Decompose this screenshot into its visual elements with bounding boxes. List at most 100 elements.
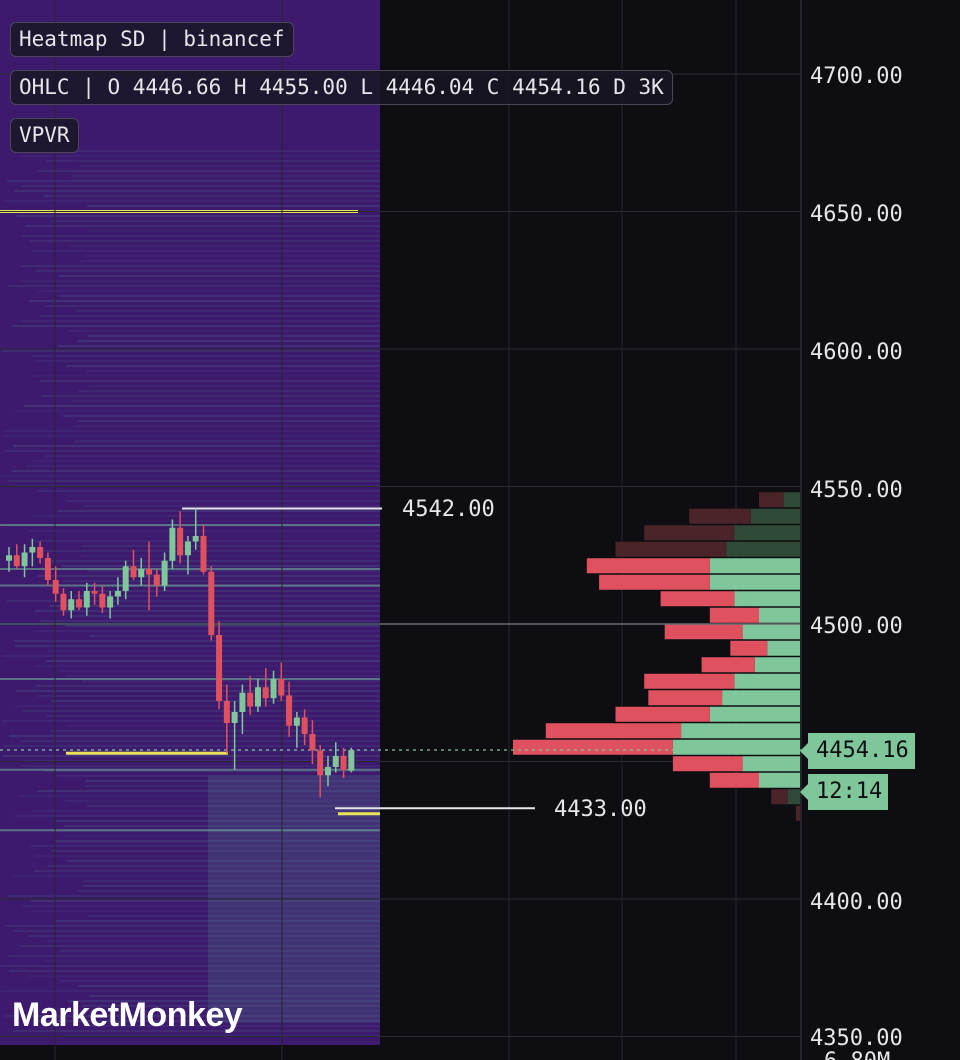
profile-buy-bar xyxy=(754,657,800,673)
liquidity-streak xyxy=(88,230,381,232)
liquidity-streak xyxy=(45,715,381,717)
liquidity-streak xyxy=(29,300,381,302)
profile-buy-bar xyxy=(783,492,800,508)
liquidity-streak xyxy=(12,1030,380,1032)
level-label-low: 4433.00 xyxy=(554,797,647,822)
liquidity-streak xyxy=(37,790,380,792)
liquidity-streak xyxy=(8,285,380,287)
liquidity-streak xyxy=(66,500,380,502)
liquidity-streak xyxy=(70,615,381,617)
liquidity-streak xyxy=(81,545,381,547)
liquidity-streak xyxy=(83,880,380,882)
liquidity-streak xyxy=(68,495,380,497)
heatmap-layer xyxy=(0,0,381,1045)
candle-body xyxy=(293,717,300,726)
candle-body xyxy=(13,555,20,567)
liquidity-streak xyxy=(19,945,381,947)
profile-sell-bar xyxy=(586,558,710,574)
liquidity-streak xyxy=(54,535,381,537)
liquidity-streak xyxy=(61,565,380,567)
candle-body xyxy=(348,750,355,771)
liquidity-streak xyxy=(49,730,381,732)
liquidity-streak xyxy=(78,985,380,987)
liquidity-streak xyxy=(85,1025,380,1027)
profile-buy-bar xyxy=(722,690,800,706)
profile-buy-bar xyxy=(709,574,800,590)
liquidity-streak xyxy=(27,1010,380,1012)
profile-buy-bar xyxy=(759,607,800,623)
y-tick-label-4500: 4500.00 xyxy=(810,614,903,639)
liquidity-streak xyxy=(0,475,381,477)
liquidity-streak xyxy=(27,935,381,937)
liquidity-streak xyxy=(77,340,380,342)
liquidity-streak xyxy=(89,590,381,592)
liquidity-streak xyxy=(1,655,381,657)
candle-body xyxy=(146,569,153,575)
liquidity-streak xyxy=(32,460,380,462)
level-label-high: 4542.00 xyxy=(402,497,495,522)
candle-body xyxy=(317,750,324,776)
profile-sell-bar xyxy=(672,756,743,772)
liquidity-streak xyxy=(44,770,380,772)
profile-buy-bar xyxy=(742,756,800,772)
candle-body xyxy=(52,580,59,594)
liquidity-streak xyxy=(5,1015,381,1017)
liquidity-streak xyxy=(35,685,381,687)
liquidity-streak xyxy=(79,260,380,262)
liquidity-streak xyxy=(79,520,380,522)
candle-body xyxy=(223,701,230,723)
liquidity-streak xyxy=(20,235,380,237)
profile-sell-bar xyxy=(701,657,755,673)
liquidity-streak xyxy=(60,980,380,982)
liquidity-streak xyxy=(33,540,381,542)
liquidity-streak xyxy=(66,365,380,367)
ohlc-label[interactable]: OHLC | O 4446.66 H 4455.00 L 4446.04 C 4… xyxy=(10,70,673,105)
candle-body xyxy=(192,536,199,542)
candle-body xyxy=(29,547,36,553)
last-price-tag: 4454.16 xyxy=(800,733,915,769)
candle-body xyxy=(130,566,137,578)
profile-sell-bar xyxy=(615,706,710,722)
liquidity-streak xyxy=(39,380,381,382)
liquidity-streak xyxy=(7,895,381,897)
candle-body xyxy=(278,679,285,696)
candle-body xyxy=(107,596,114,608)
liquidity-streak xyxy=(9,735,381,737)
liquidity-streak xyxy=(14,930,381,932)
liquidity-streak xyxy=(32,355,380,357)
liquidity-streak xyxy=(59,950,381,952)
liquidity-streak xyxy=(66,675,380,677)
price-level-lines xyxy=(0,507,808,810)
candle-body xyxy=(340,756,347,770)
profile-buy-bar xyxy=(750,508,800,524)
candle-body xyxy=(286,695,293,726)
liquidity-streak xyxy=(13,410,380,412)
liquidity-streak xyxy=(12,875,381,877)
candle-body xyxy=(83,591,90,608)
liquidity-streak xyxy=(2,755,380,757)
liquidity-streak xyxy=(71,400,380,402)
liquidity-streak xyxy=(31,900,380,902)
liquidity-streak xyxy=(2,720,380,722)
liquidity-streak xyxy=(3,430,381,432)
liquidity-streak xyxy=(47,650,380,652)
candle-body xyxy=(99,593,106,608)
liquidity-streak xyxy=(87,570,380,572)
liquidity-streak xyxy=(51,700,380,702)
profile-sell-bar xyxy=(664,624,743,640)
candle-body xyxy=(270,679,277,699)
liquidity-streak xyxy=(77,890,381,892)
liquidity-streak xyxy=(83,505,381,507)
heatmap-background xyxy=(0,0,380,1045)
liquidity-streak xyxy=(29,240,380,242)
candle-body xyxy=(208,571,215,635)
profile-buy-bar xyxy=(787,789,800,805)
liquidity-streak xyxy=(32,375,380,377)
profile-sell-bar xyxy=(644,673,735,689)
liquidity-streak xyxy=(21,320,380,322)
vpvr-label[interactable]: VPVR xyxy=(10,118,79,153)
liquidity-streak xyxy=(35,360,381,362)
study-label[interactable]: Heatmap SD | binancef xyxy=(10,22,294,57)
